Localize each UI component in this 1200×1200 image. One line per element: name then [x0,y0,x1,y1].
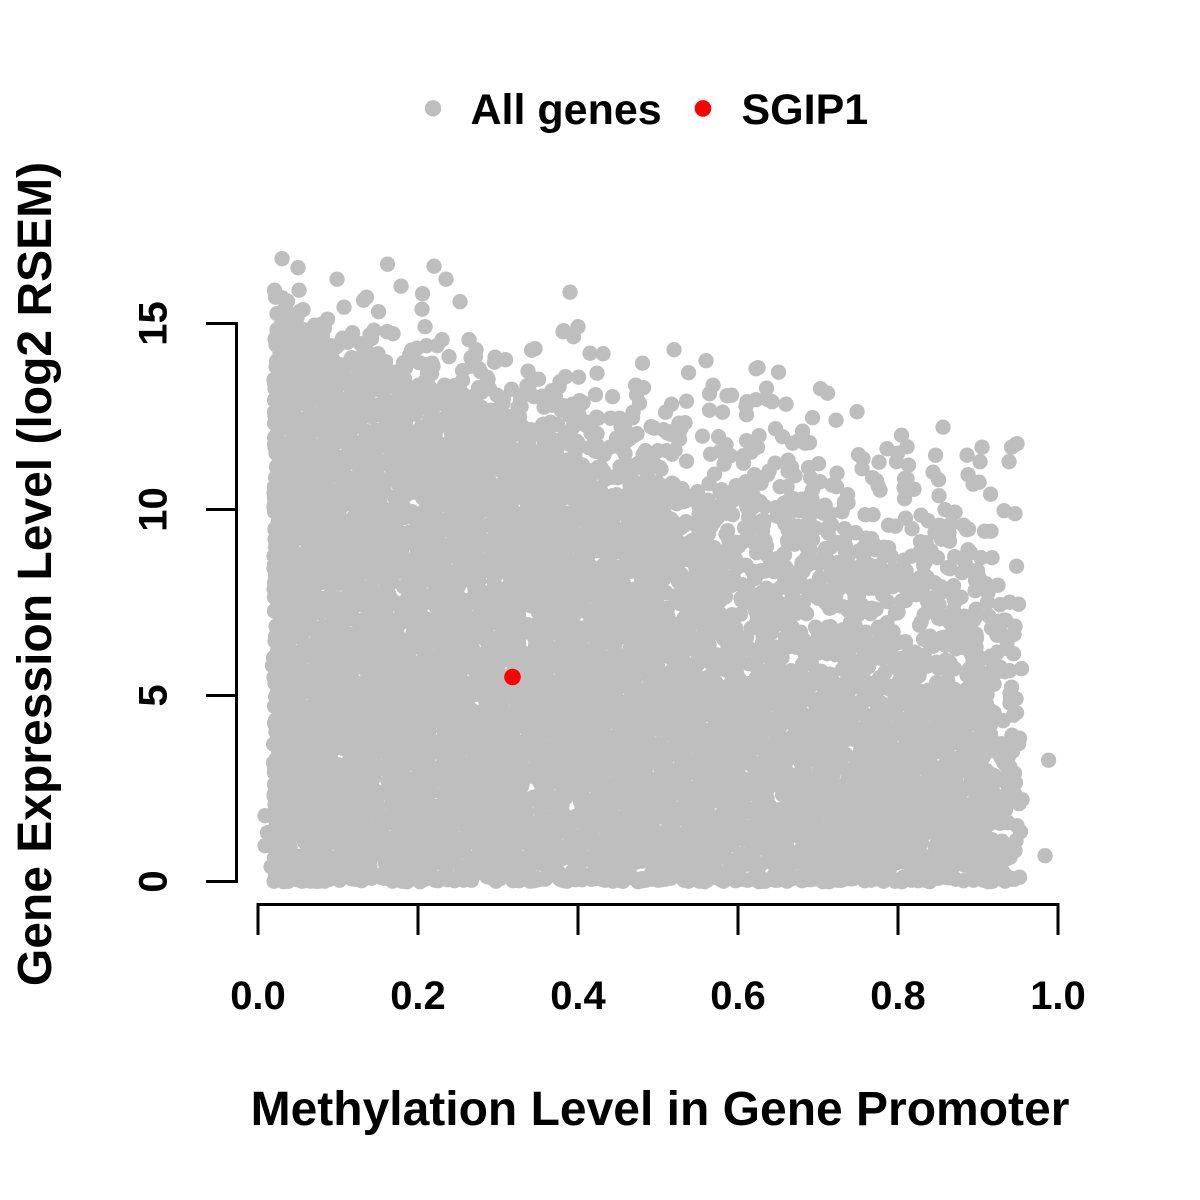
svg-text:0.8: 0.8 [870,974,926,1018]
svg-text:SGIP1: SGIP1 [742,86,869,134]
svg-text:0.6: 0.6 [710,974,766,1018]
svg-text:0.2: 0.2 [390,974,446,1018]
svg-text:10: 10 [132,487,176,532]
svg-text:Gene Expression Level (log2 RS: Gene Expression Level (log2 RSEM) [9,162,62,986]
svg-text:15: 15 [132,301,176,346]
svg-text:0.0: 0.0 [230,974,286,1018]
svg-text:0: 0 [132,870,176,892]
svg-text:5: 5 [132,684,176,706]
svg-text:Methylation Level in Gene Prom: Methylation Level in Gene Promoter [251,1083,1070,1136]
svg-text:All genes: All genes [471,86,662,134]
svg-text:0.4: 0.4 [550,974,606,1018]
svg-text:1.0: 1.0 [1030,974,1086,1018]
